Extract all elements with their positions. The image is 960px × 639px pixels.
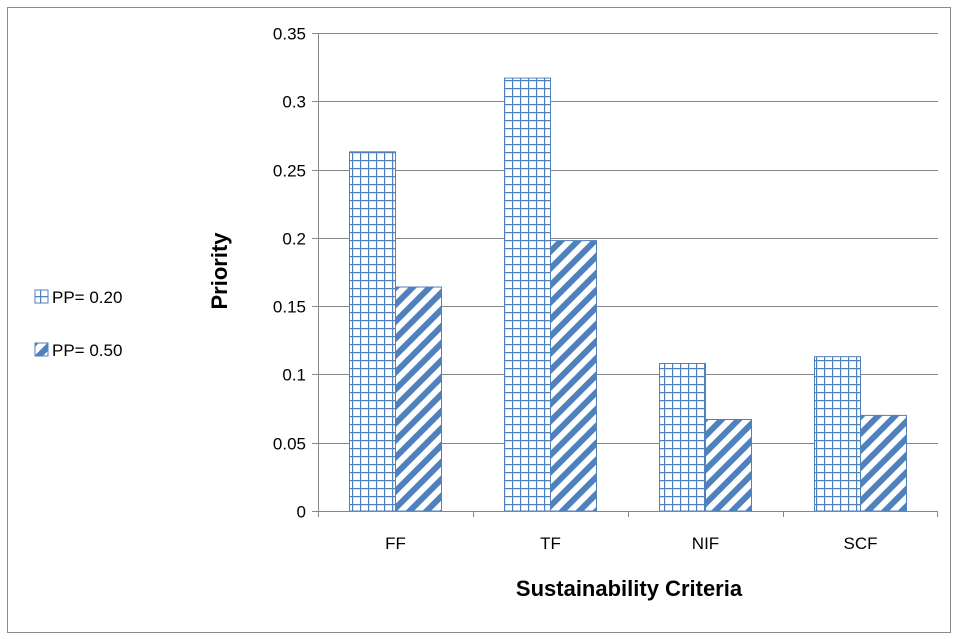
bars — [349, 77, 907, 512]
bar-ff-series-1 — [349, 151, 396, 512]
legend-swatch-2 — [34, 342, 49, 357]
y-tick-labels: 0 0.05 0.1 0.15 0.2 0.25 0.3 0.35 — [273, 25, 306, 522]
x-axis-title: Sustainability Criteria — [516, 576, 743, 601]
bar-scf-series-2 — [860, 414, 907, 512]
y-axis-title: Priority — [207, 232, 232, 310]
x-tick-label: NIF — [692, 534, 719, 553]
bar-ff-series-2 — [395, 286, 442, 512]
y-tick-label: 0.1 — [282, 366, 306, 385]
y-tick-label: 0.05 — [273, 435, 306, 454]
legend-label-1: PP= 0.20 — [52, 288, 122, 307]
x-tick-label: FF — [385, 534, 406, 553]
bar-tf-series-2 — [550, 240, 597, 512]
y-tick-label: 0.2 — [282, 230, 306, 249]
y-tick-label: 0.3 — [282, 93, 306, 112]
y-tick-label: 0 — [297, 503, 306, 522]
legend-swatch-1 — [34, 289, 49, 304]
y-tick-label: 0.35 — [273, 25, 306, 44]
y-tick-label: 0.15 — [273, 298, 306, 317]
bar-nif-series-1 — [659, 363, 706, 512]
x-tick-label: SCF — [844, 534, 878, 553]
chart-frame — [7, 7, 951, 633]
bar-nif-series-2 — [705, 418, 752, 512]
y-tick-label: 0.25 — [273, 162, 306, 181]
bar-scf-series-1 — [814, 356, 861, 512]
bar-tf-series-1 — [504, 77, 551, 512]
axes — [312, 33, 938, 517]
legend: PP= 0.20 PP= 0.50 — [34, 288, 122, 360]
legend-label-2: PP= 0.50 — [52, 341, 122, 360]
x-tick-label: TF — [540, 534, 561, 553]
x-tick-labels: FF TF NIF SCF — [385, 534, 877, 553]
